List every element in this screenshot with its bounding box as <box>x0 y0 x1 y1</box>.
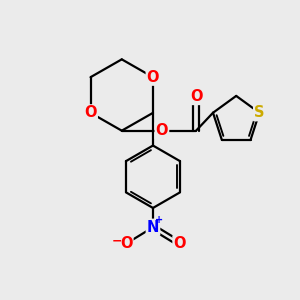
Text: O: O <box>120 236 133 251</box>
Text: +: + <box>155 215 163 225</box>
Text: O: O <box>156 123 168 138</box>
Text: O: O <box>190 89 202 104</box>
Text: N: N <box>147 220 159 235</box>
Text: O: O <box>147 70 159 85</box>
Text: O: O <box>173 236 186 251</box>
Text: S: S <box>254 105 265 120</box>
Text: −: − <box>112 234 123 247</box>
Text: O: O <box>84 105 97 120</box>
